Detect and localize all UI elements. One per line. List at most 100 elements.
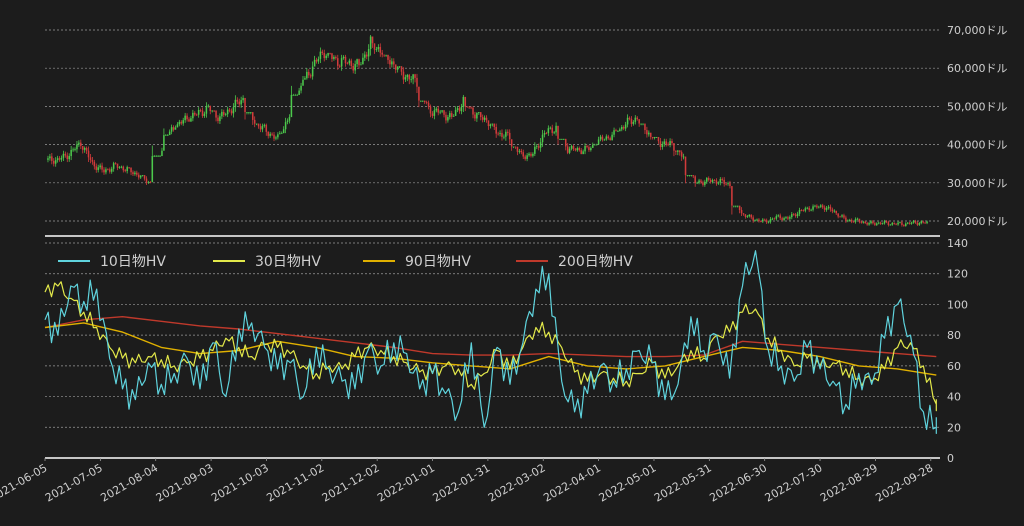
legend-label: 30日物HV bbox=[255, 254, 321, 270]
candle-body bbox=[425, 102, 428, 103]
candle-body bbox=[66, 155, 69, 160]
candle-body bbox=[576, 148, 579, 151]
candle-body bbox=[335, 56, 337, 59]
candle-body bbox=[369, 36, 372, 49]
candle-body bbox=[910, 222, 913, 224]
price-y-tick-label: 70,000ドル bbox=[947, 24, 1008, 37]
candle-body bbox=[582, 151, 584, 155]
candle-body bbox=[251, 112, 254, 120]
hv-y-tick-label: 60 bbox=[947, 360, 961, 373]
candle-body bbox=[850, 219, 853, 222]
candle-body bbox=[883, 221, 886, 224]
candle-body bbox=[653, 136, 656, 139]
candle-body bbox=[750, 214, 752, 218]
candle-body bbox=[926, 221, 928, 224]
candle-body bbox=[605, 136, 608, 140]
candle-body bbox=[153, 156, 155, 157]
candle-body bbox=[905, 223, 907, 226]
candle-body bbox=[147, 181, 150, 183]
candle-body bbox=[877, 222, 880, 224]
candle-body bbox=[313, 59, 316, 67]
candle-body bbox=[818, 206, 820, 208]
candle-body bbox=[767, 221, 770, 223]
candle-body bbox=[340, 58, 343, 67]
candle-body bbox=[261, 125, 264, 130]
candle-body bbox=[564, 138, 567, 147]
price-y-tick-label: 50,000ドル bbox=[947, 100, 1008, 113]
candle-body bbox=[528, 153, 530, 156]
candle-body bbox=[655, 136, 658, 138]
candle-body bbox=[342, 56, 345, 59]
candle-body bbox=[246, 112, 248, 113]
candle-body bbox=[717, 182, 720, 184]
candle-body bbox=[906, 222, 909, 224]
candle-body bbox=[808, 207, 810, 211]
candle-body bbox=[518, 150, 521, 152]
candle-body bbox=[244, 97, 246, 113]
candle-body bbox=[124, 170, 127, 172]
candle-body bbox=[771, 218, 774, 220]
candle-body bbox=[294, 94, 297, 96]
candle-body bbox=[918, 223, 921, 225]
candle-body bbox=[648, 132, 650, 135]
candle-body bbox=[197, 110, 200, 115]
candle-body bbox=[288, 117, 291, 121]
candle-body bbox=[615, 130, 617, 132]
candle-body bbox=[881, 223, 884, 225]
candle-body bbox=[686, 175, 689, 176]
candle-body bbox=[680, 152, 683, 157]
candle-body bbox=[590, 147, 592, 151]
candle-body bbox=[570, 145, 573, 149]
candle-body bbox=[472, 107, 474, 115]
candle-body bbox=[508, 132, 511, 140]
candle-body bbox=[170, 127, 173, 132]
candle-body bbox=[166, 135, 169, 136]
candle-body bbox=[779, 215, 781, 219]
legend-label: 10日物HV bbox=[100, 254, 166, 270]
candle-body bbox=[356, 59, 358, 65]
candle-body bbox=[514, 146, 517, 148]
hv-legend: 10日物HV 30日物HV 90日物HV 200日物HV bbox=[58, 254, 633, 270]
candle-body bbox=[644, 123, 646, 131]
candle-body bbox=[572, 145, 575, 150]
candle-body bbox=[872, 221, 874, 224]
candle-body bbox=[630, 118, 633, 124]
candle-body bbox=[137, 174, 140, 178]
candle-body bbox=[657, 136, 660, 142]
candle-body bbox=[352, 65, 354, 71]
candle-body bbox=[777, 215, 780, 217]
legend-label: 200日物HV bbox=[558, 254, 633, 270]
candle-body bbox=[820, 205, 822, 207]
candle-body bbox=[51, 156, 53, 161]
candle-body bbox=[503, 136, 505, 138]
candle-body bbox=[211, 110, 213, 112]
candle-body bbox=[85, 147, 88, 151]
candle-body bbox=[373, 43, 376, 50]
price-y-tick-label: 40,000ドル bbox=[947, 139, 1008, 152]
candle-body bbox=[344, 56, 347, 64]
candle-body bbox=[841, 215, 843, 217]
candle-body bbox=[709, 179, 712, 182]
candle-body bbox=[296, 94, 298, 96]
candle-body bbox=[452, 115, 455, 117]
candle-body bbox=[682, 156, 685, 158]
candle-body bbox=[669, 141, 671, 145]
candle-body bbox=[613, 130, 615, 135]
candle-body bbox=[816, 205, 818, 208]
candle-body bbox=[110, 168, 113, 172]
candle-body bbox=[501, 133, 503, 137]
candle-body bbox=[646, 130, 648, 135]
candle-body bbox=[848, 219, 851, 221]
candle-body bbox=[684, 156, 687, 176]
candle-body bbox=[412, 74, 414, 80]
candle-body bbox=[308, 71, 310, 76]
candle-body bbox=[375, 49, 378, 50]
candle-body bbox=[346, 63, 349, 64]
candle-body bbox=[704, 181, 706, 185]
candle-body bbox=[56, 158, 59, 161]
candle-body bbox=[622, 126, 625, 129]
hv-series-line bbox=[44, 316, 937, 358]
candle-body bbox=[360, 64, 362, 66]
candle-body bbox=[188, 119, 190, 122]
candle-body bbox=[642, 123, 644, 125]
